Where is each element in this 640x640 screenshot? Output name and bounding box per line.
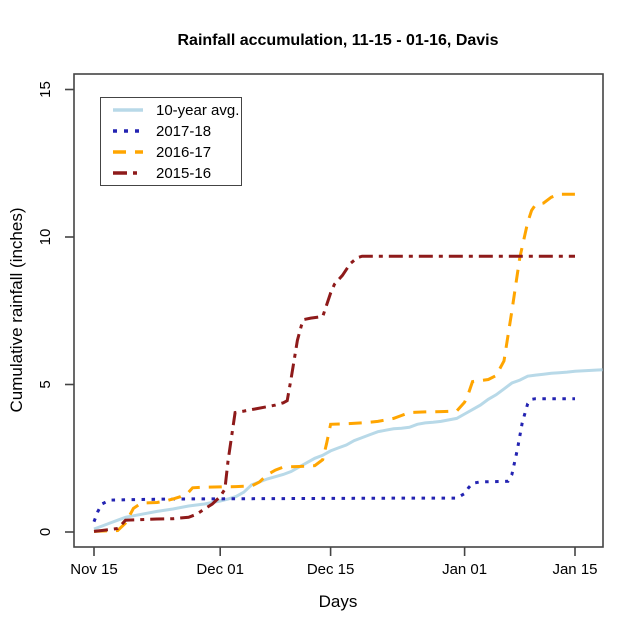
x-axis-ticks: Nov 15 Dec 01 Dec 15 Jan 01 Jan 15 — [70, 547, 598, 578]
legend-item-2016-17: 2016-17 — [113, 143, 241, 162]
y-tick-label-10: 10 — [37, 229, 54, 246]
x-tick-label-dec-01: Dec 01 — [196, 561, 244, 578]
y-axis-label: Cumulative rainfall (inches) — [7, 207, 26, 412]
legend-swatch-2015-16-icon — [113, 171, 143, 175]
legend-label-2017-18: 2017-18 — [156, 122, 212, 140]
y-axis-ticks: 0 5 10 15 — [37, 81, 74, 536]
series-line-2015-16 — [93, 254, 575, 533]
y-tick-label-5: 5 — [37, 380, 54, 388]
x-tick-label-dec-15: Dec 15 — [307, 561, 355, 578]
legend-label-2016-17: 2016-17 — [156, 143, 212, 161]
x-axis-label: Days — [319, 592, 358, 611]
series-line-2016-17 — [93, 192, 575, 533]
series-lines — [92, 192, 603, 533]
x-tick-label-nov-15: Nov 15 — [70, 561, 118, 578]
x-tick-label-jan-15: Jan 15 — [552, 561, 597, 578]
y-tick-label-0: 0 — [37, 528, 54, 536]
series-line-2017-18 — [92, 397, 575, 523]
chart-title: Rainfall accumulation, 11-15 - 01-16, Da… — [177, 32, 498, 49]
legend-swatch-2017-18-icon — [113, 129, 143, 133]
legend-item-2015-16: 2015-16 — [113, 164, 241, 183]
legend-label-2015-16: 2015-16 — [156, 164, 212, 182]
plot-border — [73, 73, 604, 548]
series-line-10-year-avg — [93, 368, 603, 531]
y-tick-label-15: 15 — [37, 81, 54, 98]
legend-swatch-10-year-avg-icon — [113, 108, 143, 112]
legend-label-10-year-avg: 10-year avg. — [156, 101, 240, 119]
x-tick-label-jan-01: Jan 01 — [442, 561, 487, 578]
legend-item-2017-18: 2017-18 — [113, 122, 241, 141]
legend-swatch-2016-17-icon — [113, 150, 143, 154]
legend-item-10-year-avg: 10-year avg. — [113, 101, 241, 120]
legend: 10-year avg. 2017-18 2016-17 2015-16 — [100, 97, 242, 186]
